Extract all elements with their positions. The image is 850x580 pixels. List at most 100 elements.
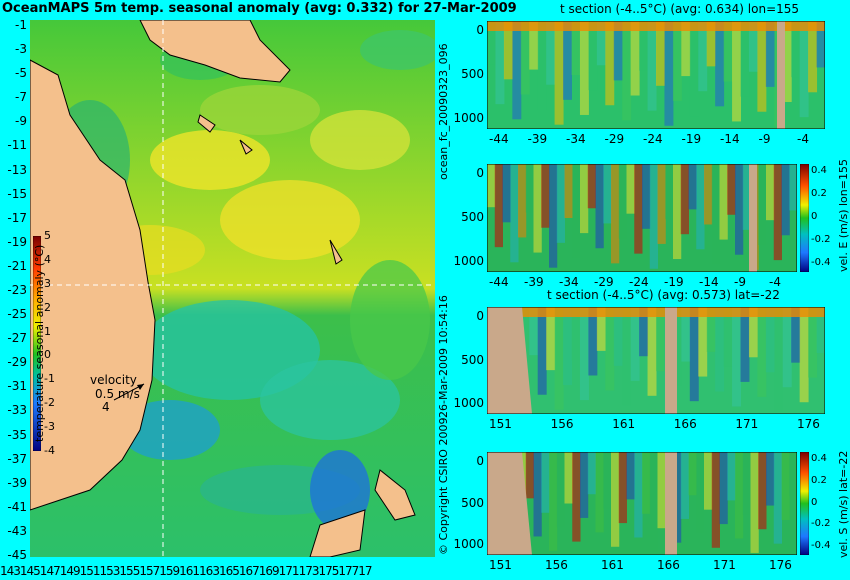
panel-x-tick: -34 [566, 132, 586, 146]
map-y-tick: -15 [7, 186, 27, 201]
map-y-tick: -3 [15, 42, 27, 57]
new-zealand-land [309, 469, 416, 557]
panel-x-tick: 176 [769, 558, 792, 572]
section-panel-3 [487, 307, 825, 414]
australia-land [30, 59, 156, 511]
anomaly-patch [310, 450, 370, 530]
velocity-colorbar-tick: 0.4 [811, 165, 827, 176]
vel-e-colorbar-label: vel. E (m/s) lon=155 [837, 159, 850, 272]
anomaly-patch [150, 130, 270, 190]
forecast-id-label: ocean_fc_20090323_096 [437, 43, 450, 180]
panel-y-tick: 1000 [453, 396, 484, 410]
map-colorbar-tick: 4 [44, 252, 51, 266]
map-y-tick: -13 [7, 162, 27, 177]
map-y-tick: -35 [7, 427, 27, 442]
panel-x-tick: -34 [559, 275, 579, 289]
anomaly-patch [200, 85, 320, 135]
velocity-legend-title: velocity [90, 373, 137, 387]
land-mask [487, 452, 532, 555]
map-colorbar-tick: 0 [44, 348, 51, 362]
anomaly-patch [310, 110, 410, 170]
panel-x-tick: 156 [550, 417, 574, 431]
timestamp-label: 26-Mar-2009 10:54:16 [437, 295, 450, 418]
map-y-tick: -33 [7, 403, 27, 418]
velocity-colorbar-tick: 0.4 [811, 453, 827, 464]
islands-land [197, 114, 343, 265]
anomaly-patch [220, 180, 360, 260]
velocity-colorbar-tick: 0 [811, 211, 818, 222]
panel-x-tick: -24 [629, 275, 649, 289]
panel-x-tick: -29 [594, 275, 614, 289]
panel-x-tick: 171 [713, 558, 736, 572]
map-colorbar-tick: 5 [44, 229, 51, 242]
panel-y-tick: 500 [461, 210, 484, 224]
land-mask [487, 307, 532, 414]
velocity-colorbar-tick: 0.2 [811, 474, 827, 486]
panel-x-tick: -44 [489, 132, 509, 146]
map-y-tick: -1 [15, 18, 27, 32]
velocity-colorbar-tick: -0.4 [811, 257, 831, 268]
anomaly-patch [140, 300, 320, 400]
vel-s-colorbar-label: vel. S (m/s) lat=-22 [837, 450, 850, 558]
map-y-tick: -25 [7, 307, 27, 322]
map-y-tick: -21 [7, 258, 27, 273]
panel-x-tick: -9 [734, 275, 746, 289]
velocity-arrow-icon [113, 383, 145, 401]
velocity-colorbar-tick: 0 [811, 496, 818, 508]
new-guinea-land [139, 20, 291, 83]
panel-y-tick: 0 [476, 309, 484, 323]
section-panel-2 [487, 164, 797, 272]
map-colorbar-label: temperature seasonal anomaly (°C) [33, 244, 46, 442]
panel-x-tick: -4 [797, 132, 809, 146]
map-y-tick: -43 [7, 523, 27, 538]
map-y-tick: -7 [15, 90, 27, 105]
velocity-legend-value: 4 [102, 400, 110, 414]
panel-x-tick: -29 [604, 132, 625, 146]
panel-y-tick: 500 [461, 495, 484, 510]
panel-y-tick: 0 [476, 23, 484, 37]
panel-x-tick: -14 [699, 275, 719, 289]
velocity-colorbar-tick: -0.2 [811, 234, 831, 245]
anomaly-patch [120, 400, 220, 460]
panel-x-tick: -44 [489, 275, 509, 289]
panel-x-tick: 171 [735, 417, 759, 431]
map-y-tick: -37 [7, 451, 27, 466]
map-colorbar-tick: 1 [44, 324, 51, 338]
panel-x-tick: -24 [643, 132, 663, 146]
panel-x-tick: 151 [489, 417, 512, 431]
panel-x-tick: -19 [664, 275, 684, 289]
panel-y-tick: 1000 [453, 537, 484, 551]
map-colorbar-tick: -4 [44, 444, 55, 457]
velocity-colorbar-tick: 0.2 [811, 188, 827, 199]
panel-x-tick: -39 [524, 275, 544, 289]
map-colorbar-tick: -3 [44, 420, 55, 434]
vel-e-colorbar [800, 164, 809, 272]
panel-x-tick: 151 [489, 558, 512, 572]
map-y-tick: -19 [7, 234, 27, 249]
panel-x-tick: 156 [545, 558, 568, 572]
panel-y-tick: 0 [476, 166, 484, 180]
map-y-tick: -41 [7, 499, 27, 514]
map-y-tick: -11 [7, 138, 27, 153]
panel-x-tick: -19 [681, 132, 702, 146]
map-y-tick: -31 [7, 379, 27, 394]
anomaly-patch [360, 30, 435, 70]
map-y-tick: -29 [7, 355, 27, 370]
anomaly-patch [260, 360, 400, 440]
panel-3-title: t section (-4..5°C) (avg: 0.573) lat=-22 [547, 288, 780, 302]
velocity-colorbar-tick: -0.2 [811, 518, 831, 530]
map-y-tick: -27 [7, 331, 27, 346]
panel-x-tick: 176 [797, 417, 820, 431]
map-y-tick: -23 [7, 283, 27, 297]
map-x-axis-ticks: 1431451471491511531551571591611631651671… [0, 564, 373, 578]
vel-s-colorbar [800, 452, 809, 555]
panel-x-tick: -9 [758, 132, 771, 146]
map-y-tick: -5 [15, 66, 27, 81]
map-colorbar [33, 236, 41, 451]
panel-x-tick: 166 [673, 417, 697, 431]
map-y-tick: -17 [7, 210, 27, 225]
map-y-tick: -39 [7, 475, 27, 490]
panel-y-tick: 1000 [453, 111, 484, 125]
velocity-legend-speed: 0.5 m/s [95, 387, 140, 401]
map-colorbar-tick: 3 [44, 276, 51, 290]
